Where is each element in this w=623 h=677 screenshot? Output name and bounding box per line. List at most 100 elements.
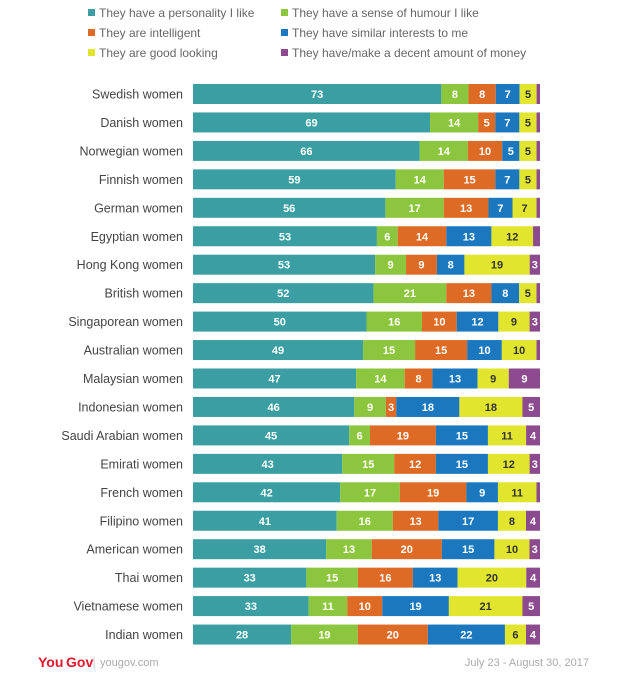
bar-segment xyxy=(366,311,423,332)
data-label: 12 xyxy=(503,459,515,471)
data-label: 5 xyxy=(525,117,531,129)
bar-segment xyxy=(193,368,357,389)
bar-segment xyxy=(498,311,530,332)
data-label: 9 xyxy=(521,374,527,386)
bar-segment xyxy=(519,169,537,190)
bar-segment xyxy=(526,425,540,446)
bar-segment xyxy=(536,84,540,104)
bar-segment xyxy=(342,453,395,474)
bar-segment xyxy=(376,226,398,247)
data-label: 9 xyxy=(418,260,424,272)
data-label: 19 xyxy=(409,601,421,613)
data-label: 18 xyxy=(422,402,434,414)
data-label: 19 xyxy=(397,430,409,442)
data-label: 13 xyxy=(343,544,355,556)
data-label: 59 xyxy=(288,174,300,186)
bar-segment xyxy=(497,482,537,503)
data-label: 3 xyxy=(532,544,538,556)
bars: 73 8 8 7 569 14 5 7 566 14 10 5 559 14 15 7 556 17 13 7 753 6… xyxy=(193,84,540,645)
legend-label: They have a personality I like xyxy=(99,6,255,20)
bar-segment xyxy=(382,596,449,617)
data-label: 17 xyxy=(364,487,376,499)
data-label: 15 xyxy=(463,174,475,186)
data-label: 10 xyxy=(433,317,445,329)
data-label: 47 xyxy=(268,374,280,386)
data-label: 69 xyxy=(305,117,317,129)
data-label: 5 xyxy=(528,601,534,613)
data-label: 16 xyxy=(359,516,371,528)
bar-segment xyxy=(432,368,478,389)
bar-segment xyxy=(340,482,400,503)
data-label: 15 xyxy=(326,573,338,585)
data-label: 3 xyxy=(532,317,538,329)
data-label: 4 xyxy=(530,516,537,528)
data-label: 9 xyxy=(511,317,517,329)
bar-segment xyxy=(536,112,540,133)
data-label: 5 xyxy=(508,146,514,158)
data-label: 8 xyxy=(415,374,421,386)
bar-segment xyxy=(371,539,442,560)
bar-segment xyxy=(478,112,496,133)
category-label: Norwegian women xyxy=(79,144,183,158)
bar-segment xyxy=(415,340,468,361)
data-label: 15 xyxy=(383,345,395,357)
bar-segment xyxy=(193,425,350,446)
bar-segment xyxy=(193,226,377,247)
data-label: 43 xyxy=(261,459,273,471)
bar-segment xyxy=(501,340,537,361)
data-label: 5 xyxy=(525,89,531,101)
bar-segment xyxy=(536,197,540,218)
legend-label: They have/make a decent amount of money xyxy=(292,46,526,60)
data-label: 17 xyxy=(462,516,474,528)
bar-segment xyxy=(363,340,416,361)
category-label: German women xyxy=(94,201,183,215)
bar-segment xyxy=(497,510,526,531)
bar-segment xyxy=(308,596,348,617)
bar-segment xyxy=(438,510,498,531)
data-label: 7 xyxy=(504,174,510,186)
bar-segment xyxy=(385,197,444,218)
bar-segment xyxy=(193,169,396,190)
data-label: 33 xyxy=(245,601,257,613)
legend-label: They have a sense of humour I like xyxy=(292,6,479,20)
bar-segment xyxy=(495,84,520,104)
bar-segment xyxy=(193,396,355,417)
data-label: 16 xyxy=(388,317,400,329)
bar-segment xyxy=(448,596,523,617)
bar-segment xyxy=(427,624,505,645)
data-label: 7 xyxy=(504,117,510,129)
bar-segment xyxy=(356,368,405,389)
bar-segment xyxy=(529,311,540,332)
data-label: 38 xyxy=(253,544,265,556)
bar-segment xyxy=(193,453,343,474)
data-label: 20 xyxy=(387,630,399,642)
bar-segment xyxy=(502,140,520,161)
category-label: Saudi Arabian women xyxy=(61,429,183,443)
data-label: 5 xyxy=(525,146,531,158)
bar-segment xyxy=(446,226,492,247)
bar-segment xyxy=(529,254,540,275)
legend-label: They have similar interests to me xyxy=(292,26,468,40)
data-label: 15 xyxy=(435,345,447,357)
data-label: 41 xyxy=(259,516,271,528)
category-label: Hong Kong women xyxy=(77,258,183,272)
category-label: Danish women xyxy=(100,116,183,130)
bar-segment xyxy=(464,254,530,275)
data-label: 21 xyxy=(480,601,492,613)
bar-segment xyxy=(536,283,540,304)
bar-segment xyxy=(430,112,479,133)
data-label: 4 xyxy=(530,430,537,442)
data-label: 3 xyxy=(532,459,538,471)
data-label: 6 xyxy=(356,430,362,442)
bar-segment xyxy=(397,226,447,247)
bar-segment xyxy=(529,453,540,474)
data-label: 11 xyxy=(501,430,513,442)
bar-segment xyxy=(419,140,468,161)
data-label: 53 xyxy=(278,260,290,272)
legend-swatch xyxy=(281,49,288,56)
bar-segment xyxy=(193,84,442,104)
data-label: 19 xyxy=(427,487,439,499)
data-label: 14 xyxy=(374,374,387,386)
data-label: 5 xyxy=(525,174,531,186)
category-label: Indonesian women xyxy=(78,400,183,414)
